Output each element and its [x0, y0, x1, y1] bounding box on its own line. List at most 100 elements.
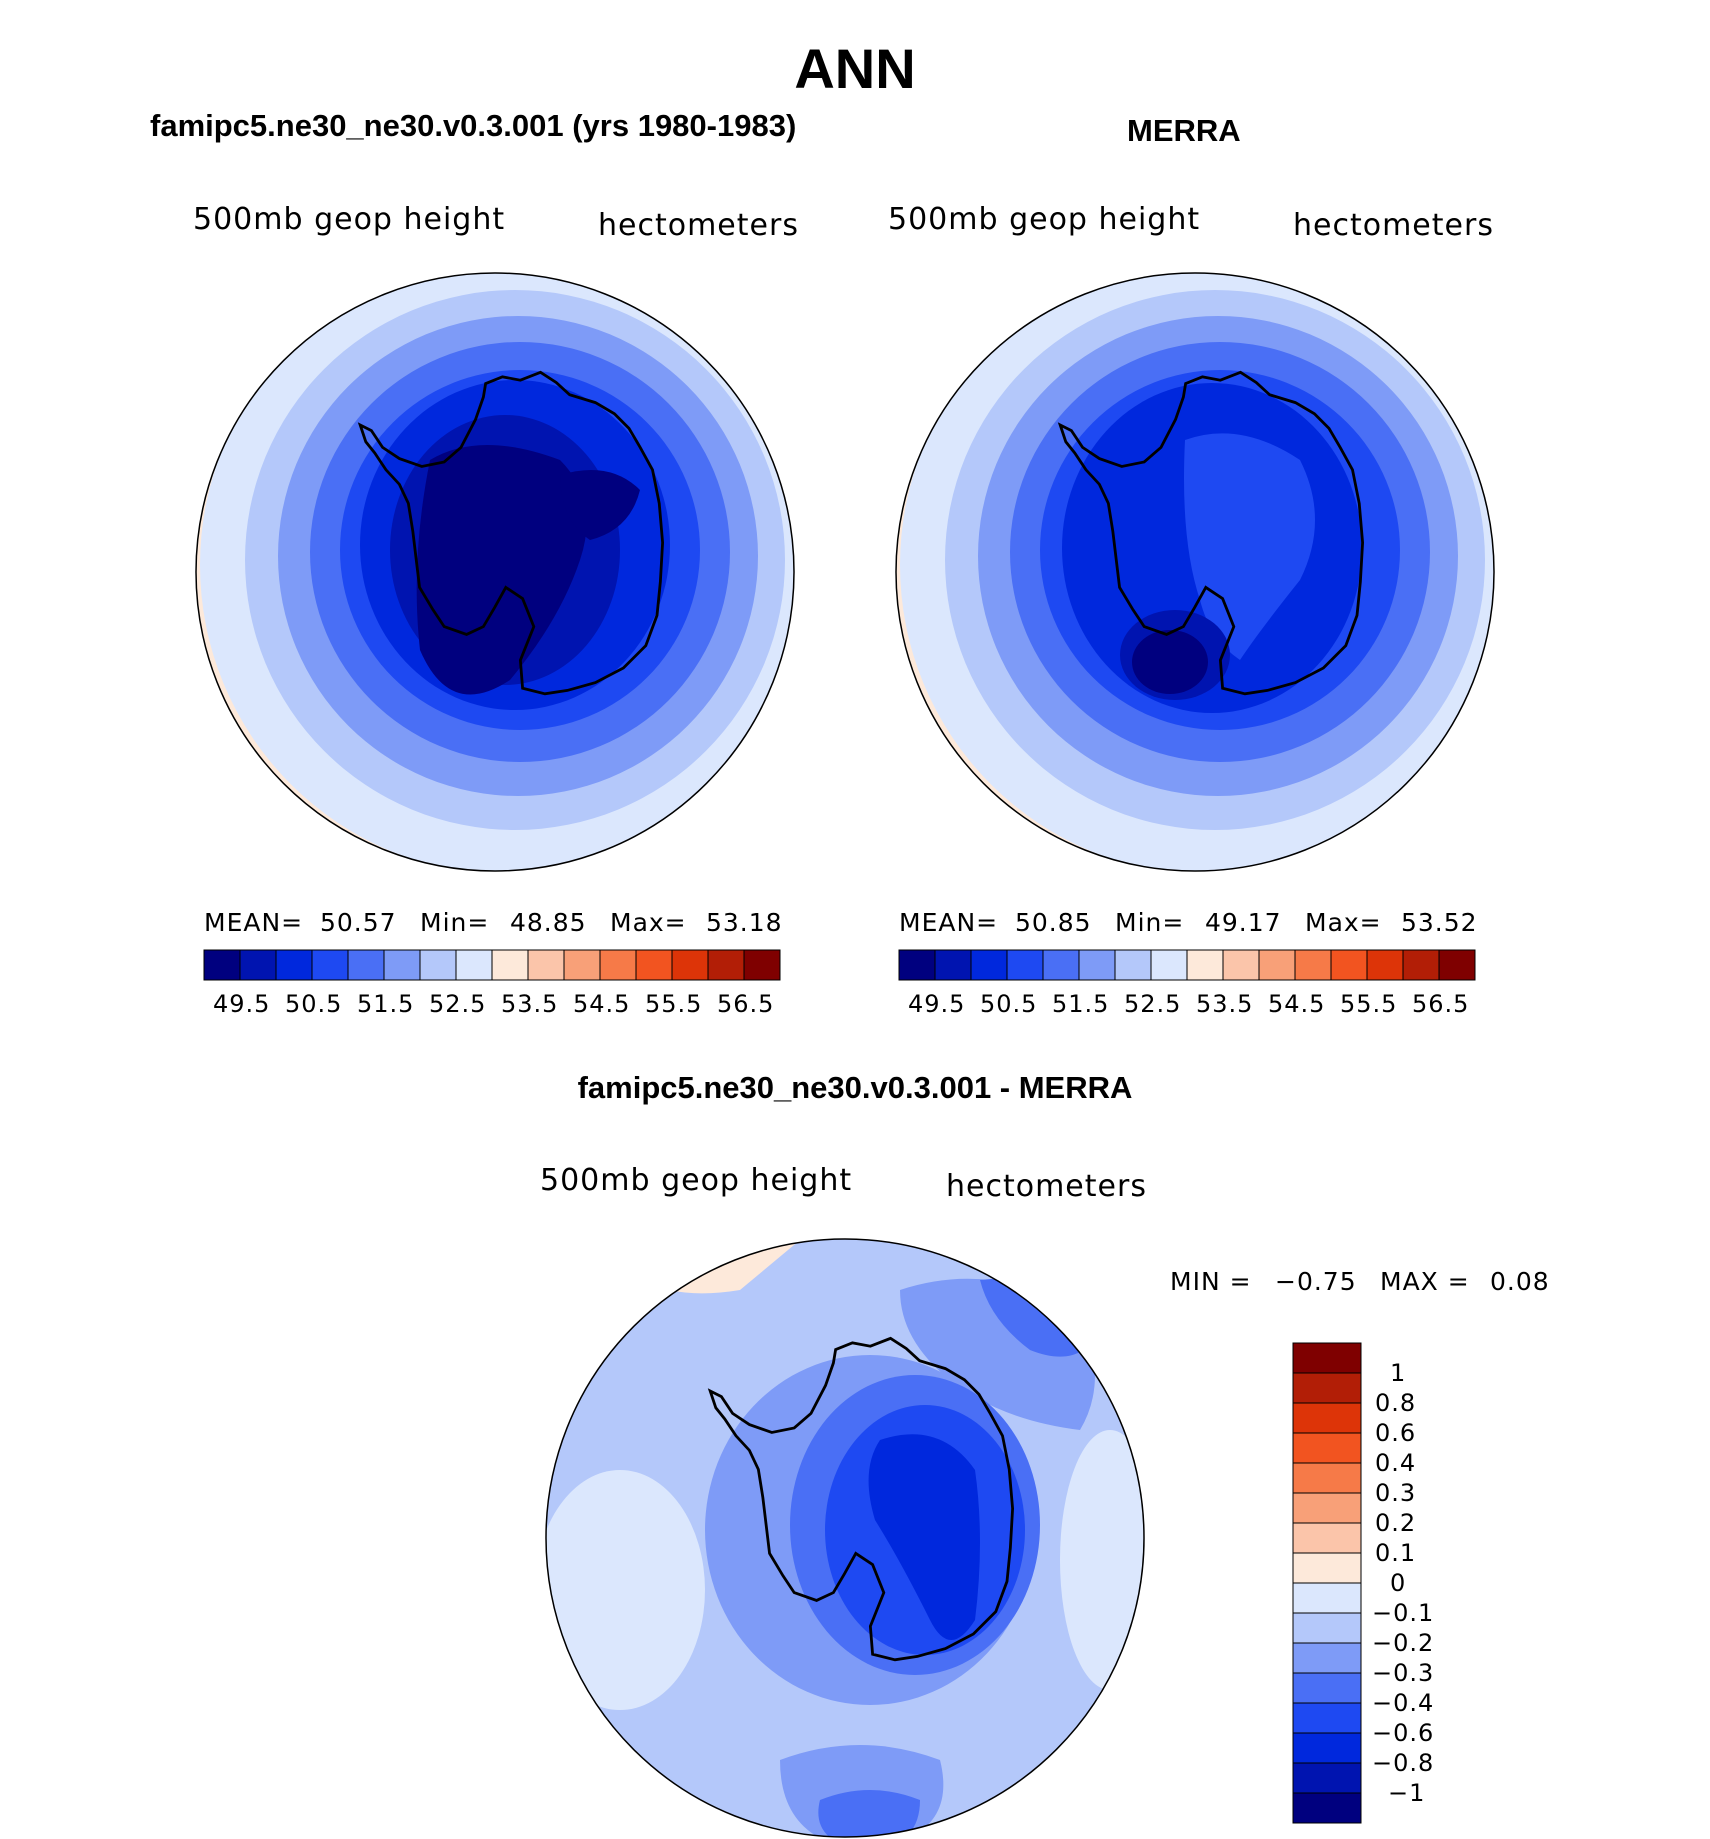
colorbar-swatch [203, 949, 241, 981]
colorbar-tick: 53.5 [501, 990, 559, 1018]
colorbar-swatch [1114, 949, 1152, 981]
colorbar-tick: 52.5 [429, 990, 487, 1018]
colorbar-swatch [671, 949, 709, 981]
colorbar-swatch [1292, 1702, 1362, 1734]
colorbar-swatch [239, 949, 277, 981]
colorbar-swatch [275, 949, 313, 981]
colorbar-tick: 51.5 [1052, 990, 1110, 1018]
colorbar-tick: 54.5 [573, 990, 631, 1018]
colorbar-tick: 53.5 [1196, 990, 1254, 1018]
obs-max-value: 53.52 [1401, 908, 1478, 937]
colorbar-tick: −1 [1388, 1779, 1426, 1807]
colorbar-tick: 54.5 [1268, 990, 1326, 1018]
colorbar-swatch [1292, 1732, 1362, 1764]
colorbar-swatch [1006, 949, 1044, 981]
colorbar-tick: 0.2 [1375, 1509, 1417, 1537]
colorbar-swatch [491, 949, 529, 981]
figure-title: ANN [794, 37, 916, 100]
obs-min-label: Min= [1115, 908, 1185, 937]
colorbar-swatch [419, 949, 457, 981]
colorbar-swatch [1330, 949, 1368, 981]
colorbar-tick: −0.1 [1372, 1599, 1435, 1627]
colorbar-swatch [599, 949, 637, 981]
colorbar-swatch [563, 949, 601, 981]
obs-panel-heading: MERRA [1127, 113, 1241, 148]
colorbar-swatch [1292, 1792, 1362, 1824]
colorbar-tick: −0.8 [1372, 1749, 1435, 1777]
colorbar-tick: 56.5 [1412, 990, 1470, 1018]
colorbar-swatch [898, 949, 936, 981]
model-min-label: Min= [420, 908, 490, 937]
colorbar-swatch [1438, 949, 1476, 981]
colorbar-swatch [1292, 1462, 1362, 1494]
diff-polar-map [545, 1238, 1145, 1838]
colorbar-swatch [934, 949, 972, 981]
colorbar-swatch [1292, 1762, 1362, 1794]
colorbar-swatch [1292, 1492, 1362, 1524]
colorbar-swatch [635, 949, 673, 981]
colorbar-tick: 55.5 [645, 990, 703, 1018]
colorbar-swatch [1186, 949, 1224, 981]
colorbar-swatch [743, 949, 781, 981]
colorbar-swatch [1042, 949, 1080, 981]
colorbar-swatch [1292, 1432, 1362, 1464]
colorbar-tick: 0.8 [1375, 1389, 1417, 1417]
colorbar-swatch [1258, 949, 1296, 981]
colorbar-tick: 49.5 [908, 990, 966, 1018]
obs-max-label: Max= [1305, 908, 1382, 937]
obs-colorbar [898, 949, 1476, 981]
diff-colorbar [1292, 1342, 1362, 1824]
colorbar-swatch [1150, 949, 1188, 981]
obs-min-value: 49.17 [1205, 908, 1282, 937]
colorbar-swatch [1292, 1612, 1362, 1644]
diff-max-label: MAX = [1380, 1267, 1470, 1296]
model-colorbar [203, 949, 781, 981]
obs-variable-label: 500mb geop height [888, 202, 1201, 237]
obs-polar-map [895, 272, 1495, 872]
colorbar-swatch [1222, 949, 1260, 981]
obs-mean-value: 50.85 [1015, 908, 1092, 937]
colorbar-tick: 49.5 [213, 990, 271, 1018]
colorbar-tick: 0.6 [1375, 1419, 1417, 1447]
colorbar-swatch [527, 949, 565, 981]
colorbar-swatch [1292, 1552, 1362, 1584]
colorbar-tick: 50.5 [980, 990, 1038, 1018]
diff-panel-heading: famipc5.ne30_ne30.v0.3.001 - MERRA [577, 1070, 1133, 1105]
model-max-value: 53.18 [706, 908, 783, 937]
colorbar-swatch [1078, 949, 1116, 981]
colorbar-tick: −0.6 [1372, 1719, 1435, 1747]
colorbar-swatch [1292, 1372, 1362, 1404]
colorbar-tick: 0.1 [1375, 1539, 1417, 1567]
colorbar-tick: 56.5 [717, 990, 775, 1018]
model-variable-label: 500mb geop height [193, 202, 506, 237]
colorbar-swatch [970, 949, 1008, 981]
colorbar-tick: 0 [1390, 1569, 1407, 1597]
colorbar-tick: 1 [1390, 1359, 1407, 1387]
colorbar-tick: −0.4 [1372, 1689, 1435, 1717]
diff-variable-label: 500mb geop height [540, 1163, 853, 1198]
colorbar-swatch [1292, 1642, 1362, 1674]
colorbar-tick: −0.2 [1372, 1629, 1435, 1657]
colorbar-tick: 50.5 [285, 990, 343, 1018]
diff-units-label: hectometers [946, 1169, 1147, 1204]
obs-mean-label: MEAN= [899, 908, 999, 937]
colorbar-swatch [1292, 1402, 1362, 1434]
colorbar-swatch [383, 949, 421, 981]
colorbar-tick: 52.5 [1124, 990, 1182, 1018]
model-min-value: 48.85 [510, 908, 587, 937]
diff-max-value: 0.08 [1490, 1267, 1550, 1296]
colorbar-tick: 51.5 [357, 990, 415, 1018]
colorbar-swatch [1366, 949, 1404, 981]
colorbar-swatch [1292, 1342, 1362, 1374]
colorbar-swatch [347, 949, 385, 981]
model-panel-heading: famipc5.ne30_ne30.v0.3.001 (yrs 1980-198… [150, 108, 797, 143]
colorbar-swatch [1402, 949, 1440, 981]
diff-min-label: MIN = [1170, 1267, 1252, 1296]
colorbar-swatch [311, 949, 349, 981]
colorbar-swatch [1292, 1582, 1362, 1614]
colorbar-swatch [1292, 1522, 1362, 1554]
colorbar-swatch [1294, 949, 1332, 981]
colorbar-tick: −0.3 [1372, 1659, 1435, 1687]
colorbar-swatch [1292, 1672, 1362, 1704]
